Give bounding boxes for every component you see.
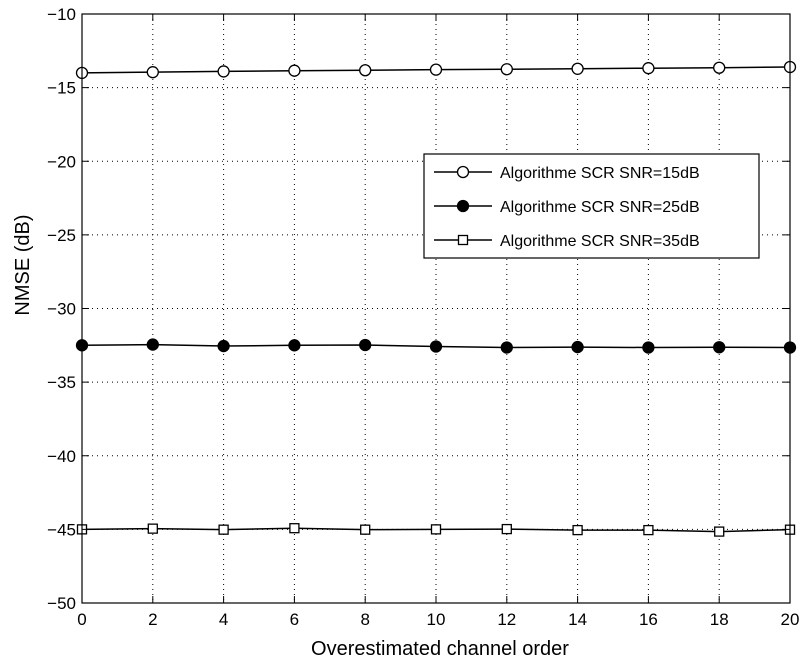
legend-entry: Algorithme SCR SNR=35dB [434, 233, 700, 250]
data-point [146, 338, 159, 351]
data-point [572, 524, 583, 536]
legend-marker [456, 165, 470, 179]
y-tick-label: −20 [47, 152, 76, 171]
x-tick-label: 8 [360, 610, 369, 629]
x-axis-title: Overestimated channel order [311, 638, 569, 660]
data-point [571, 340, 584, 354]
data-point [289, 523, 300, 534]
y-axis-title: NMSE (dB) [12, 214, 34, 315]
legend-label: Algorithme SCR SNR=25dB [500, 199, 700, 216]
legend: Algorithme SCR SNR=15dB Algorithme SCR SN… [423, 153, 760, 259]
x-tick-label: 0 [77, 610, 86, 629]
x-tick-label: 6 [290, 610, 299, 629]
data-point [500, 341, 513, 354]
data-point [288, 339, 301, 352]
data-point [360, 524, 371, 535]
data-point [500, 63, 513, 76]
x-tick-label: 4 [219, 610, 228, 629]
data-point [713, 341, 726, 354]
x-tick-label: 10 [427, 610, 446, 629]
data-point [642, 62, 655, 75]
legend-entry: Algorithme SCR SNR=15dB [434, 165, 700, 182]
tick-layer [81, 13, 791, 604]
data-point [146, 66, 159, 79]
legend-entry: Algorithme SCR SNR=25dB [434, 199, 700, 216]
data-point [643, 524, 654, 536]
y-tick-label: −45 [47, 520, 76, 539]
x-tick-label: 18 [710, 610, 729, 629]
x-tick-label: 2 [148, 610, 157, 629]
y-tick-label: −25 [47, 226, 76, 245]
data-point [147, 523, 158, 534]
data-point [359, 338, 372, 352]
y-tick-label: −35 [47, 373, 76, 392]
y-tick-label: −40 [47, 447, 76, 466]
y-tick-label: −30 [47, 300, 76, 319]
data-point [288, 64, 301, 77]
data-point [713, 61, 726, 74]
data-point [218, 524, 229, 535]
legend-label: Algorithme SCR SNR=15dB [500, 165, 700, 182]
data-point [714, 526, 725, 537]
data-point [642, 341, 655, 354]
data-point [217, 65, 230, 78]
legend-marker [457, 234, 469, 246]
y-tick-label: −10 [47, 5, 76, 24]
legend-marker [456, 199, 470, 213]
data-point [430, 524, 442, 535]
data-point [429, 340, 443, 353]
y-tick-label: −50 [47, 594, 76, 613]
series-2 [75, 338, 797, 354]
data-point [571, 62, 584, 75]
data-point [217, 339, 230, 353]
data-point [429, 63, 443, 76]
x-tick-label: 12 [497, 610, 516, 629]
data-point [501, 523, 512, 535]
x-tick-label: 14 [568, 610, 587, 629]
x-tick-label: 16 [639, 610, 658, 629]
y-tick-label: −15 [47, 79, 76, 98]
data-point [359, 64, 372, 77]
legend-label: Algorithme SCR SNR=35dB [500, 233, 700, 250]
x-tick-label: 20 [781, 610, 800, 629]
tick-label-layer: 0 2 4 6 8 10 12 14 16 18 20 −50 −45 −40 −35 −30 −25 −20 −1… [47, 5, 799, 629]
